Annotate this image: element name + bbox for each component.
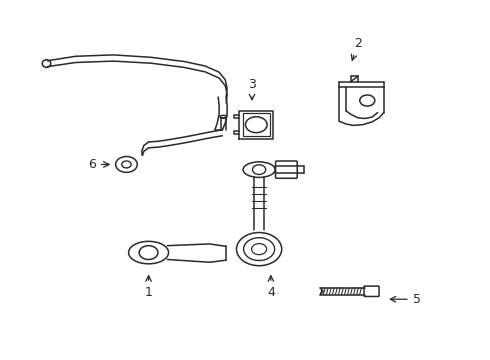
Text: 4: 4 <box>267 276 275 299</box>
Text: 6: 6 <box>88 158 109 171</box>
Circle shape <box>116 157 137 172</box>
Text: 1: 1 <box>145 276 152 299</box>
Circle shape <box>122 161 131 168</box>
Circle shape <box>252 165 266 175</box>
Circle shape <box>237 233 282 266</box>
Text: 5: 5 <box>391 293 421 306</box>
Ellipse shape <box>42 60 51 67</box>
Ellipse shape <box>128 241 169 264</box>
Circle shape <box>251 244 267 255</box>
Text: 3: 3 <box>248 78 256 100</box>
Ellipse shape <box>220 115 227 118</box>
FancyBboxPatch shape <box>364 286 379 297</box>
Circle shape <box>244 238 274 261</box>
Circle shape <box>245 117 267 132</box>
Ellipse shape <box>243 162 275 177</box>
Circle shape <box>139 246 158 260</box>
Text: 2: 2 <box>351 37 362 60</box>
FancyBboxPatch shape <box>275 161 297 178</box>
Circle shape <box>360 95 375 106</box>
